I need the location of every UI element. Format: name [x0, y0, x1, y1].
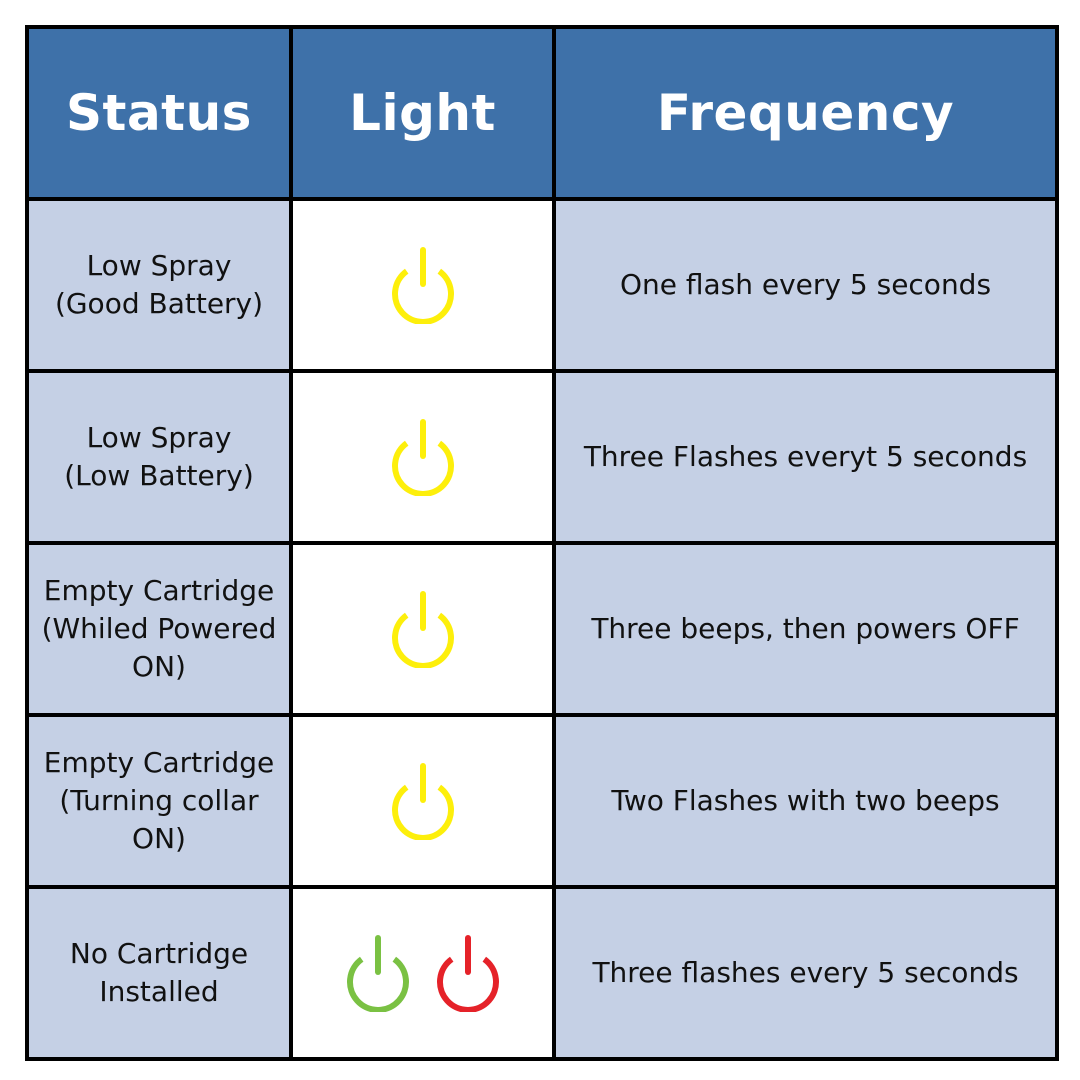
status-text-line: ON): [132, 650, 186, 683]
status-header: Status: [25, 25, 293, 201]
light-cell: [289, 541, 556, 717]
light-cell: [289, 885, 556, 1061]
status-text-line: Low Spray: [86, 249, 232, 282]
power-icon-ring: [391, 268, 454, 324]
status-text-line: ON): [132, 822, 186, 855]
status-cell: Low Spray (Good Battery): [25, 197, 293, 373]
frequency-cell: Two Flashes with two beeps: [552, 713, 1059, 889]
status-cell: Low Spray (Low Battery): [25, 369, 293, 545]
status-cell: No Cartridge Installed: [25, 885, 293, 1061]
frequency-header: Frequency: [552, 25, 1059, 201]
status-text-line: (Low Battery): [64, 459, 254, 492]
status-text-line: No Cartridge: [69, 937, 249, 970]
frequency-cell: Three flashes every 5 seconds: [552, 885, 1059, 1061]
light-icon-group: [293, 590, 552, 668]
power-icon-ring: [391, 440, 454, 496]
power-icon-ring: [436, 956, 499, 1012]
power-icon: [391, 763, 454, 840]
status-text-line: (Good Battery): [54, 287, 264, 320]
power-icon: [391, 247, 454, 324]
power-icon-ring: [391, 612, 454, 668]
status-text-line: (Whiled Powered: [41, 612, 277, 645]
status-text-line: Empty Cartridge: [43, 746, 275, 779]
table-row: Empty Cartridge (Whiled Powered ON) Three b…: [25, 541, 1059, 717]
power-icon: [436, 935, 499, 1012]
header-row: Status Light Frequency: [25, 25, 1059, 201]
table-row: Low Spray (Good Battery) One flash every 5…: [25, 197, 1059, 373]
status-text-line: Installed: [99, 975, 219, 1008]
frequency-cell: Three beeps, then powers OFF: [552, 541, 1059, 717]
light-icon-group: [293, 246, 552, 324]
status-text-line: Low Spray: [86, 421, 232, 454]
table-row: No Cartridge Installed Three flashes every…: [25, 885, 1059, 1061]
power-icon: [391, 419, 454, 496]
power-icon-ring: [391, 784, 454, 840]
power-icon: [391, 591, 454, 668]
light-cell: [289, 369, 556, 545]
status-text-line: (Turning collar: [59, 784, 259, 817]
frequency-cell: One flash every 5 seconds: [552, 197, 1059, 373]
light-cell: [289, 197, 556, 373]
table-row: Low Spray (Low Battery) Three Flashes ever…: [25, 369, 1059, 545]
status-table: Status Light Frequency Low Spray (Good Ba…: [25, 25, 1059, 1061]
light-icon-group: [293, 934, 552, 1012]
light-cell: [289, 713, 556, 889]
table-row: Empty Cartridge (Turning collar ON) Two Fla…: [25, 713, 1059, 889]
status-text-line: Empty Cartridge: [43, 574, 275, 607]
status-cell: Empty Cartridge (Whiled Powered ON): [25, 541, 293, 717]
frequency-cell: Three Flashes everyt 5 seconds: [552, 369, 1059, 545]
power-icon-ring: [346, 956, 409, 1012]
table-body: Low Spray (Good Battery) One flash every 5…: [25, 197, 1059, 1061]
light-icon-group: [293, 762, 552, 840]
light-header: Light: [289, 25, 556, 201]
light-icon-group: [293, 418, 552, 496]
power-icon: [346, 935, 409, 1012]
status-cell: Empty Cartridge (Turning collar ON): [25, 713, 293, 889]
